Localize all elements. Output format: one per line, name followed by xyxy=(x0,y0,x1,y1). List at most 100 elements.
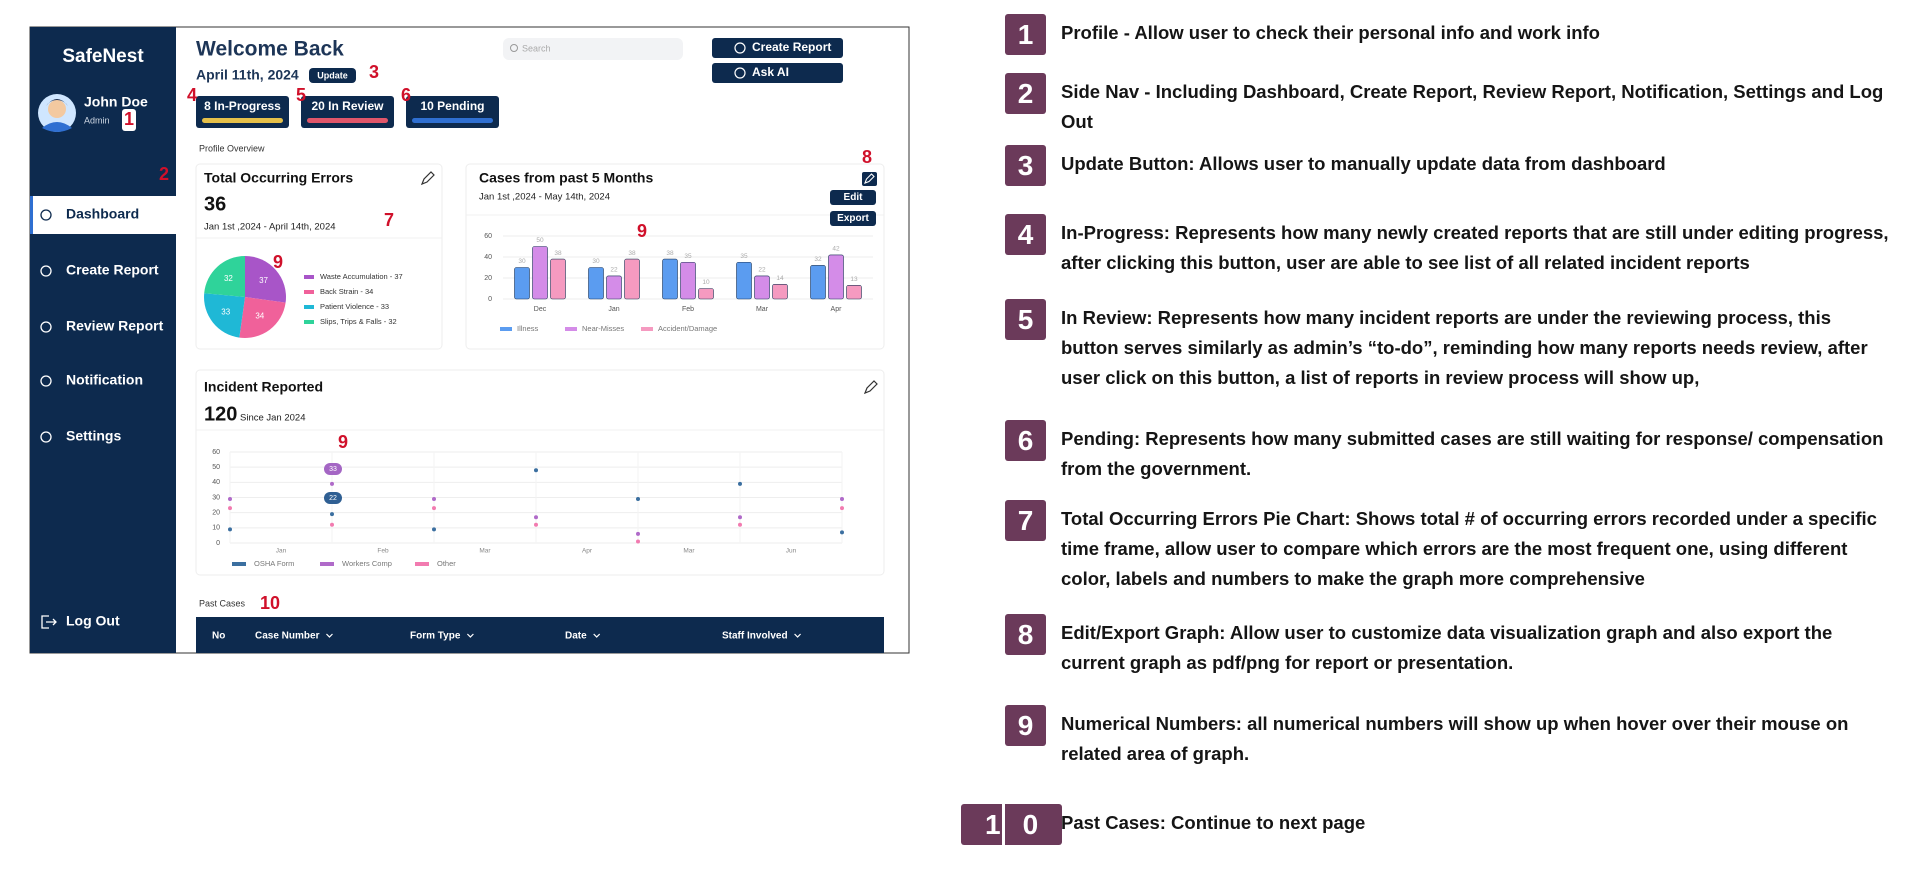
column-header: No xyxy=(212,631,225,642)
nav-item[interactable]: Notification xyxy=(66,372,143,388)
nav-icon xyxy=(40,209,52,221)
edit-icon[interactable] xyxy=(863,380,878,395)
annotation-number: 3 xyxy=(1005,145,1046,186)
slice-label: 37 xyxy=(259,276,268,285)
nav-item[interactable]: Dashboard xyxy=(66,206,139,222)
graph-button-label[interactable]: Export xyxy=(837,213,869,224)
x-tick-label: Mar xyxy=(479,548,491,555)
update-label[interactable]: Update xyxy=(317,70,348,80)
tooltip-label: 22 xyxy=(329,495,337,502)
column-header[interactable]: Date xyxy=(565,631,587,642)
legend-label: Illness xyxy=(517,324,539,333)
bar xyxy=(810,265,826,300)
bar xyxy=(588,267,604,300)
line-point xyxy=(636,539,640,544)
edit-icon[interactable] xyxy=(420,171,435,186)
status-label[interactable]: 10 Pending xyxy=(420,99,484,113)
legend-swatch xyxy=(565,327,577,331)
line-point xyxy=(738,481,742,486)
line-point xyxy=(738,515,742,520)
bar-value-label: 50 xyxy=(536,237,544,244)
line-point xyxy=(840,497,844,502)
column-header[interactable]: Case Number xyxy=(255,631,320,642)
avatar-hair xyxy=(46,99,68,106)
edit-icon[interactable] xyxy=(864,173,875,184)
legend-label: Patient Violence - 33 xyxy=(320,302,389,311)
card-title: Cases from past 5 Months xyxy=(479,170,653,186)
slice-label: 34 xyxy=(255,312,264,321)
annotation-text: Numerical Numbers: all numerical numbers… xyxy=(1061,713,1849,764)
legend-swatch xyxy=(641,327,653,331)
card-total: 120 xyxy=(204,403,237,425)
status-label[interactable]: 20 In Review xyxy=(311,99,384,113)
annotation-text: Past Cases: Continue to next page xyxy=(1061,812,1366,833)
bar-value-label: 30 xyxy=(592,258,600,265)
line-point xyxy=(228,527,232,532)
bar-value-label: 10 xyxy=(702,279,710,286)
legend-label: Accident/Damage xyxy=(658,324,717,333)
annotation-marker: 9 xyxy=(637,221,647,241)
graph-button[interactable] xyxy=(830,211,876,226)
x-tick-label: Feb xyxy=(682,306,694,313)
tooltip xyxy=(324,463,342,475)
bar xyxy=(624,258,640,300)
line-point xyxy=(534,515,538,520)
annotation-marker: 9 xyxy=(338,432,348,452)
nav-icon xyxy=(40,265,52,277)
edit-icon-bg xyxy=(862,172,877,186)
nav-item[interactable]: Settings xyxy=(66,428,121,444)
update-button[interactable] xyxy=(309,68,356,83)
sort-chevron xyxy=(794,633,802,638)
annotation-marker: 7 xyxy=(384,210,394,230)
line-point xyxy=(432,506,436,511)
column-header[interactable]: Staff Involved xyxy=(722,631,788,642)
header-button-label[interactable]: Create Report xyxy=(752,40,831,54)
bar xyxy=(772,283,788,300)
status-bar xyxy=(412,118,493,123)
section-label: Profile Overview xyxy=(199,143,265,153)
header-button[interactable] xyxy=(712,38,843,58)
bar xyxy=(846,285,862,300)
card-title: Incident Reported xyxy=(204,379,323,395)
tooltip xyxy=(324,492,342,504)
search-box[interactable] xyxy=(503,38,683,60)
header-button[interactable] xyxy=(712,63,843,83)
annotation-text: Total Occurring Errors Pie Chart: Shows … xyxy=(1061,508,1877,589)
nav-icon xyxy=(40,431,52,443)
graph-button-label[interactable]: Edit xyxy=(844,192,864,203)
y-tick-label: 20 xyxy=(484,275,492,282)
y-tick-label: 60 xyxy=(484,233,492,240)
search-icon xyxy=(510,44,518,52)
legend-label: Other xyxy=(437,559,456,568)
dashboard-mockup: SafeNest John Doe Admin Dashboard Create Rep… xyxy=(29,26,910,654)
legend-label: Slips, Trips & Falls - 32 xyxy=(320,317,397,326)
line-point xyxy=(534,522,538,527)
logout[interactable]: Log Out xyxy=(66,613,120,629)
nav-item[interactable]: Create Report xyxy=(66,262,159,278)
annotation-marker: 6 xyxy=(401,85,411,105)
line-point xyxy=(432,497,436,502)
nav-icon xyxy=(40,321,52,333)
y-tick-label: 0 xyxy=(488,296,492,303)
status-label[interactable]: 8 In-Progress xyxy=(204,99,281,113)
annotation-text: In Review: Represents how many incident … xyxy=(1061,307,1868,388)
graph-button[interactable] xyxy=(830,190,876,205)
annotation-marker: 8 xyxy=(862,147,872,167)
line-point xyxy=(840,506,844,511)
legend-swatch xyxy=(304,320,314,324)
annotation-text: Update Button: Allows user to manually u… xyxy=(1061,153,1666,174)
x-tick-label: Apr xyxy=(831,306,843,313)
bar-value-label: 38 xyxy=(554,250,562,257)
annotation-text: Profile - Allow user to check their pers… xyxy=(1061,22,1600,43)
line-point xyxy=(840,530,844,535)
column-header[interactable]: Form Type xyxy=(410,631,461,642)
nav-item[interactable]: Review Report xyxy=(66,318,164,334)
active-nav-bg xyxy=(32,196,176,234)
header-button-label[interactable]: Ask AI xyxy=(752,65,789,79)
y-tick-label: 10 xyxy=(212,525,220,532)
bar xyxy=(698,288,714,300)
annotation-marker: 2 xyxy=(159,164,169,184)
bar xyxy=(828,254,844,300)
legend-swatch xyxy=(500,327,512,331)
date: April 11th, 2024 xyxy=(196,67,299,83)
